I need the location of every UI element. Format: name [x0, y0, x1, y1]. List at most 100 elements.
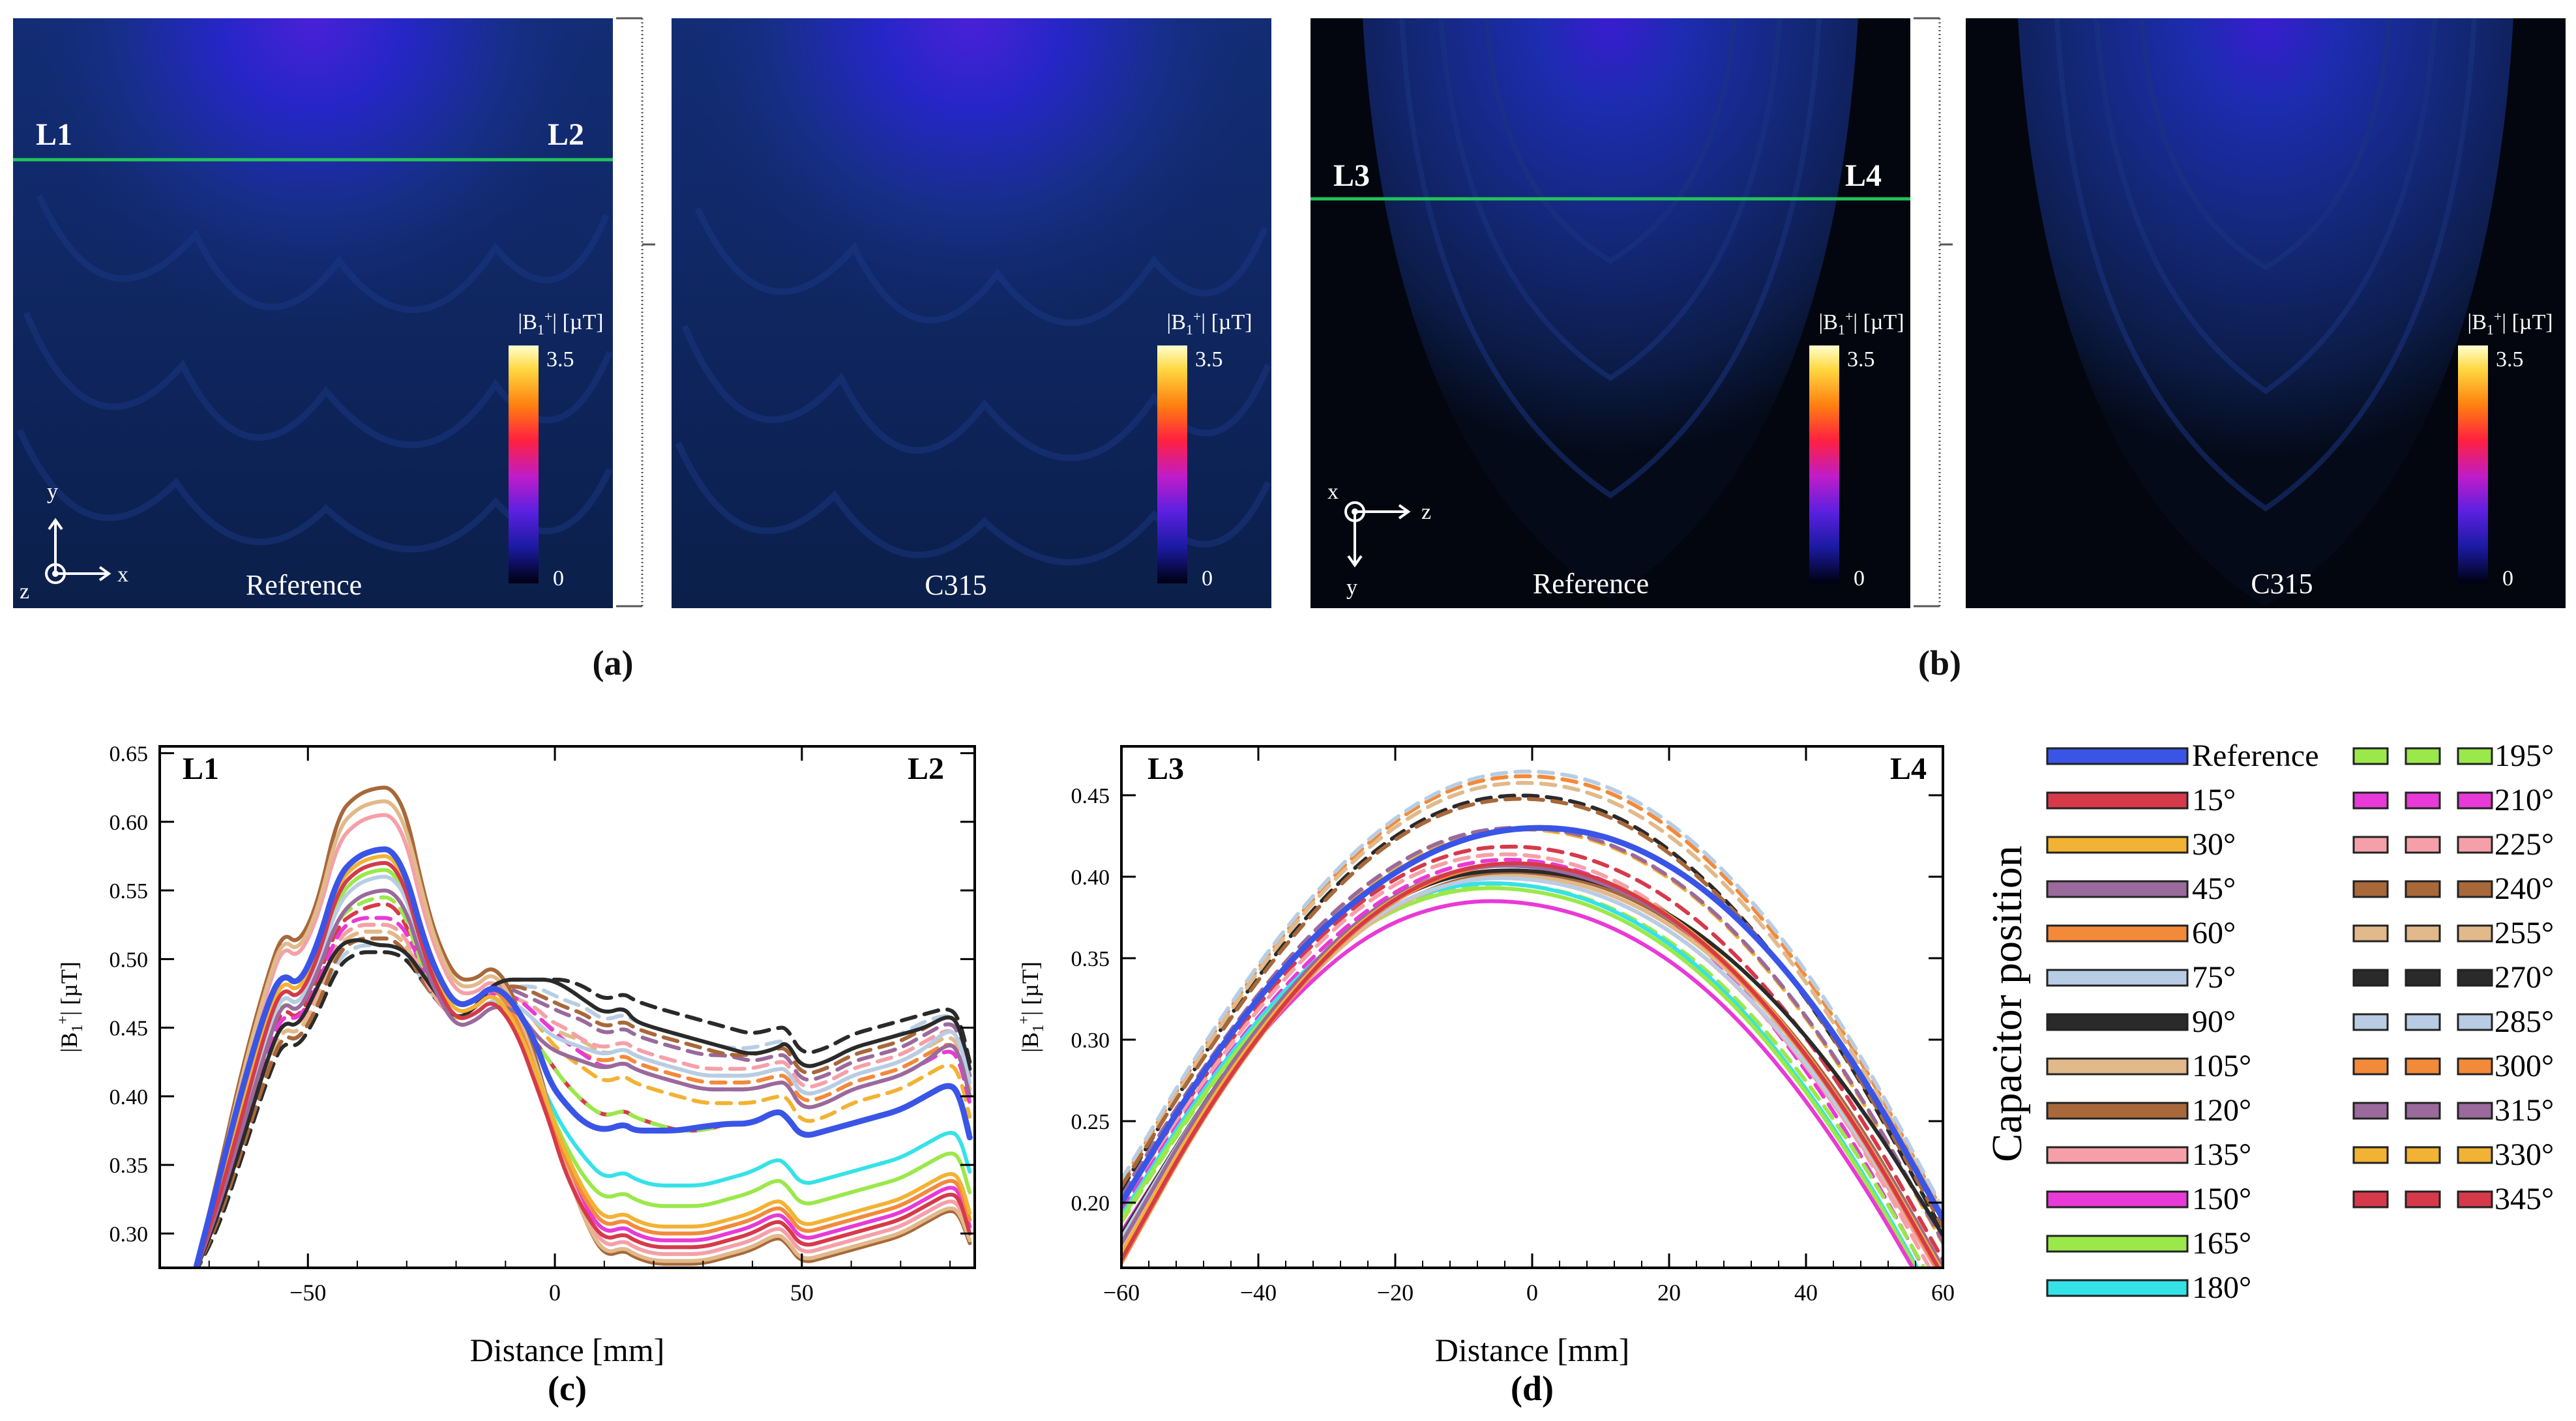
chart-d-series-255deg	[1121, 781, 1943, 1218]
chart-c-ytick-label: 0.50	[110, 948, 149, 972]
axes-icon-b	[1344, 501, 1411, 568]
chart-c-series-270deg	[196, 950, 972, 1268]
legend-label: 90°	[2192, 1004, 2236, 1039]
legend-label: 180°	[2192, 1270, 2251, 1305]
legend: Capacitor position Reference 15° 30° 45° 60°…	[1983, 739, 2554, 1305]
legend-label: 105°	[2192, 1049, 2251, 1083]
chart-d-series-165deg	[1121, 886, 1918, 1268]
legend-item-225deg: 225°	[2352, 827, 2554, 862]
colorbar-b2: |B1+| [µT] 3.5 0	[2458, 308, 2553, 591]
legend-swatch	[2046, 791, 2189, 810]
legend-swatch-dash	[2457, 880, 2493, 898]
caption-c315-a: C315	[925, 569, 986, 601]
colorbar-title: |B1+| [µT]	[518, 308, 603, 338]
chart-c-series-45deg	[194, 888, 972, 1268]
legend-swatch-dash	[2405, 1190, 2441, 1209]
chart-c-frame	[158, 745, 976, 1269]
legend-swatch-dash	[2352, 1102, 2389, 1120]
chart-d-ticks: −60 −40 −20 0 20 40 60 0.20 0.25 0.30 0.35 0.40 0.45	[1071, 746, 1955, 1306]
chart-d: −60 −40 −20 0 20 40 60 0.20 0.25 0.30 0.35 0.40 0.45…	[1016, 745, 1955, 1408]
chart-d-series-15deg	[1121, 861, 1941, 1268]
legend-swatch	[2046, 1235, 2189, 1253]
map-a-reference: L1 L2 Reference |B1+| [µT] 3.5 0 y x z	[13, 18, 613, 608]
legend-item-135deg: 135°	[2046, 1137, 2251, 1172]
chart-c-ylabel: |B1+| [µT]	[55, 961, 86, 1053]
chart-c-series-15deg	[194, 860, 972, 1268]
chart-c-ytick-label: 0.35	[110, 1154, 149, 1178]
label-l2: L2	[548, 117, 584, 152]
legend-label: 150°	[2192, 1182, 2251, 1216]
chart-c-series-75deg	[194, 875, 972, 1268]
legend-swatch	[2046, 969, 2189, 987]
legend-label: 165°	[2192, 1226, 2251, 1261]
legend-swatch	[2046, 924, 2189, 943]
chart-d-xlabel: Distance [mm]	[1435, 1332, 1630, 1368]
colorbar-a2: |B1+| [µT] 3.5 0	[1157, 308, 1252, 591]
axis-x-label-b: x	[1327, 480, 1339, 504]
chart-c-ytick-label: 0.45	[110, 1017, 149, 1041]
axis-z-label-b: z	[1421, 500, 1431, 524]
legend-swatch-dash	[2405, 880, 2441, 898]
legend-swatch-dash	[2405, 969, 2441, 987]
legend-label: 60°	[2192, 916, 2236, 950]
legend-item-255deg: 255°	[2352, 916, 2554, 950]
legend-item-315deg: 315°	[2352, 1093, 2554, 1128]
chart-d-xtick-label: 40	[1794, 1280, 1818, 1306]
legend-items: Reference 15° 30° 45° 60° 75° 90° 105° 120° 135° 1…	[2046, 739, 2554, 1305]
legend-item-75deg: 75°	[2046, 960, 2236, 995]
colorbar-max-label: 3.5	[546, 347, 574, 372]
chart-c-ytick-label: 0.60	[110, 811, 149, 835]
legend-label: 135°	[2192, 1137, 2251, 1172]
legend-swatch	[2046, 1013, 2189, 1031]
chart-c-ytick-label: 0.55	[110, 879, 149, 903]
bracket-b	[1914, 17, 1953, 608]
map-b-c315: C315 |B1+| [µT] 3.5 0	[1966, 18, 2566, 608]
legend-swatch-dash	[2457, 1190, 2493, 1209]
legend-item-30deg: 30°	[2046, 827, 2236, 862]
legend-swatch-dash	[2352, 836, 2389, 854]
legend-swatch-dash	[2457, 1057, 2493, 1076]
legend-item-180deg: 180°	[2046, 1270, 2251, 1305]
chart-d-series-285deg	[1121, 769, 1943, 1211]
chart-d-xtick-label: −20	[1377, 1280, 1414, 1306]
legend-swatch	[2046, 1057, 2189, 1076]
legend-swatch	[2046, 1102, 2189, 1120]
caption-reference-a: Reference	[246, 569, 362, 601]
chart-c-series-90deg	[194, 938, 972, 1268]
axis-y-label-a: y	[47, 480, 58, 504]
panel-label-d: (d)	[1511, 1369, 1554, 1408]
chart-c-series-240deg	[195, 936, 972, 1268]
legend-item-330deg: 330°	[2352, 1137, 2554, 1172]
legend-item-120deg: 120°	[2046, 1093, 2251, 1128]
chart-d-xtick-label: −60	[1103, 1280, 1140, 1306]
chart-c-series-reference	[193, 846, 973, 1268]
chart-d-frame	[1120, 745, 1944, 1269]
chart-c-xtick-label: 50	[790, 1280, 814, 1306]
legend-label: 270°	[2495, 960, 2554, 995]
chart-d-series-345deg	[1121, 844, 1943, 1262]
axis-z-label-a: z	[20, 579, 29, 604]
legend-swatch-dash	[2352, 1190, 2389, 1209]
panel-label-a: (a)	[593, 643, 634, 682]
chart-d-xtick-label: 60	[1931, 1280, 1955, 1306]
legend-item-150deg: 150°	[2046, 1182, 2251, 1216]
legend-swatch-dash	[2457, 1102, 2493, 1120]
legend-item-270deg: 270°	[2352, 960, 2554, 995]
chart-d-series-210deg	[1121, 857, 1926, 1268]
chart-c-xlabel: Distance [mm]	[470, 1332, 665, 1368]
legend-swatch-dash	[2405, 1013, 2441, 1031]
legend-label: 315°	[2495, 1093, 2554, 1128]
legend-swatch-dash	[2405, 791, 2441, 810]
legend-swatch	[2046, 880, 2189, 898]
legend-item-60deg: 60°	[2046, 916, 2236, 950]
legend-item-45deg: 45°	[2046, 872, 2236, 906]
label-l4: L4	[1845, 158, 1882, 193]
chart-c-ytick-label: 0.65	[110, 742, 149, 767]
legend-swatch-dash	[2405, 924, 2441, 943]
map-panel-a: L1 L2 Reference |B1+| [µT] 3.5 0 y x z	[13, 17, 1271, 682]
chart-d-xtick-label: −40	[1240, 1280, 1277, 1306]
legend-label: Reference	[2192, 739, 2319, 773]
colorbar-title: |B1+| [µT]	[1166, 308, 1252, 338]
legend-item-240deg: 240°	[2352, 872, 2554, 906]
legend-swatch	[2046, 1190, 2189, 1209]
